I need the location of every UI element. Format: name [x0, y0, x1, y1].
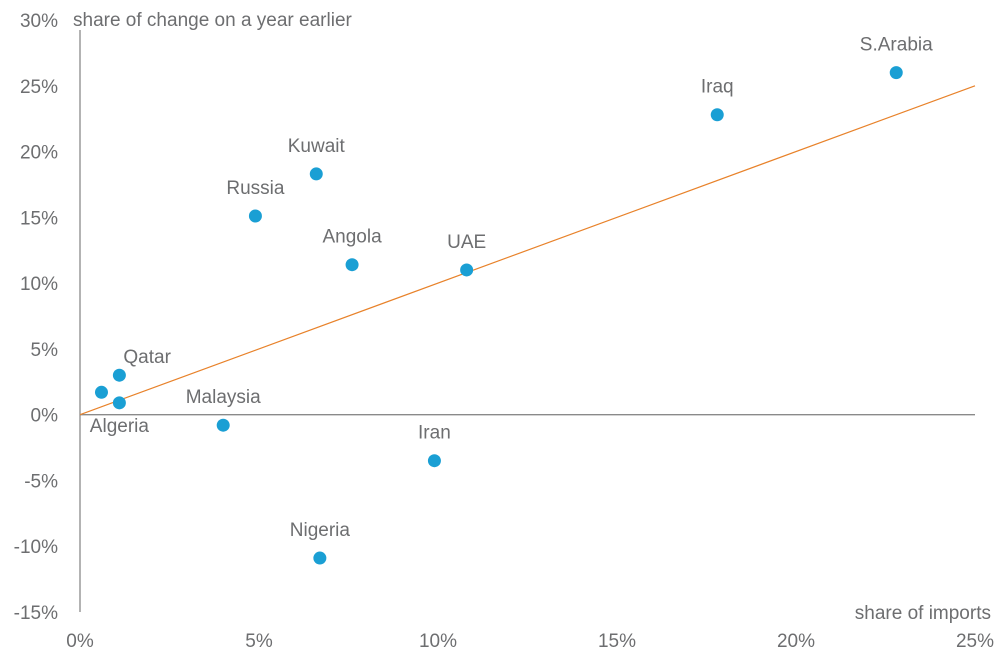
point-label: Russia	[226, 178, 285, 199]
trendline	[79, 85, 976, 416]
point-label: Algeria	[90, 416, 150, 437]
y-tick-label: -10%	[14, 537, 58, 558]
x-tick-label: 20%	[777, 631, 815, 652]
y-tick-label: 25%	[20, 77, 58, 98]
data-point	[248, 209, 262, 223]
trendline-layer	[79, 85, 976, 416]
point-label: S.Arabia	[860, 35, 933, 56]
point-label: Malaysia	[186, 387, 261, 408]
x-tick-label: 0%	[66, 631, 94, 652]
data-point	[112, 368, 126, 382]
point-label: Nigeria	[290, 520, 351, 541]
point-label: Iraq	[701, 77, 734, 98]
y-tick-label: 15%	[20, 208, 58, 229]
point-label: Angola	[322, 227, 382, 248]
y-tick-label: -15%	[14, 603, 58, 624]
y-tick-label: -5%	[24, 471, 58, 492]
y-tick-label: 10%	[20, 274, 58, 295]
y-tick-label: 0%	[31, 406, 59, 427]
x-tick-label: 10%	[419, 631, 457, 652]
data-point	[216, 418, 230, 432]
y-tick-label: 5%	[31, 340, 59, 361]
data-point	[889, 66, 903, 80]
x-axis-title: share of imports	[855, 603, 991, 624]
y-tick-label: 20%	[20, 143, 58, 164]
data-points	[94, 66, 903, 565]
tick-labels: -15% -10% -5% 0% 5% 10% 15% 20% 25% 30% 0% 5% 10% 15%…	[14, 11, 994, 652]
data-point	[460, 263, 474, 277]
y-axis-title: share of change on a year earlier	[73, 10, 353, 31]
data-point	[345, 258, 359, 272]
data-point	[309, 167, 323, 181]
x-tick-label: 25%	[956, 631, 994, 652]
data-point	[112, 396, 126, 410]
x-tick-label: 5%	[245, 631, 273, 652]
point-label: UAE	[447, 232, 486, 253]
data-point	[710, 108, 724, 122]
data-point	[427, 454, 441, 468]
axes	[79, 30, 975, 612]
y-tick-label: 30%	[20, 11, 58, 32]
data-point	[313, 551, 327, 565]
x-tick-label: 15%	[598, 631, 636, 652]
point-label: Kuwait	[288, 136, 346, 157]
point-label: Iran	[418, 423, 451, 444]
data-point	[94, 385, 108, 399]
point-label: Qatar	[123, 347, 171, 368]
